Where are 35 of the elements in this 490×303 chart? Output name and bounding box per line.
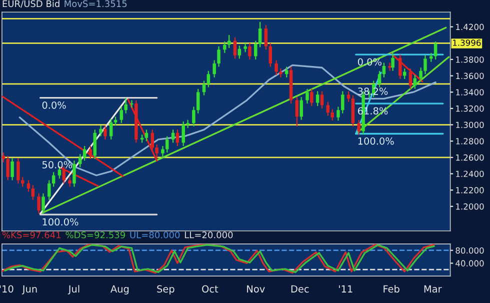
y-tick-label: 1.2200 [456, 187, 484, 194]
x-tick-label: Mar [424, 285, 442, 293]
series-label: %DS=92.539 [66, 231, 125, 238]
x-tick-label: Nov [247, 285, 265, 293]
y-tick-label: 1.2800 [456, 138, 484, 144]
ref-line-label: LL=20.000 [184, 231, 233, 238]
y-tick-label: 40.000 [456, 260, 484, 266]
y-tick-label: 1.3400 [456, 89, 484, 96]
annotation: 1.3996 [453, 40, 481, 46]
x-tick-label: Aug [110, 285, 129, 294]
y-tick-label: 1.3800 [456, 56, 484, 63]
x-tick-label: '10 [0, 285, 14, 293]
ref-line-label: UL=80.000 [130, 231, 180, 238]
annotation: 0.0% [42, 101, 66, 109]
x-tick-label: Feb [384, 285, 400, 293]
annotation: 50.0% [42, 161, 72, 168]
y-tick-label: 1.3000 [456, 122, 484, 128]
chart-title: EUR/USD Bid [2, 0, 60, 8]
y-tick-label: 1.2600 [456, 154, 484, 161]
text: MovS=1.3515 [64, 0, 127, 8]
x-tick-label: Jul [68, 285, 80, 294]
y-tick-label: 1.2400 [456, 170, 484, 178]
y-tick-label: 80.000 [456, 247, 484, 254]
x-tick-label: Jun [22, 285, 37, 294]
x-tick-label: Sep [157, 285, 174, 294]
series-label: %KS=97.641 [2, 231, 61, 238]
x-tick-label: '11 [339, 285, 352, 292]
x-tick-label: Oct [202, 285, 218, 293]
annotation: 100.0% [358, 137, 394, 145]
annotation: 100.0% [42, 218, 78, 226]
y-tick-label: 1.4200 [456, 24, 484, 30]
y-tick-label: 1.3200 [456, 105, 484, 112]
x-tick-label: Dec [291, 285, 309, 293]
y-tick-label: 1.2000 [456, 203, 484, 210]
y-tick-label: 1.3600 [456, 72, 484, 80]
